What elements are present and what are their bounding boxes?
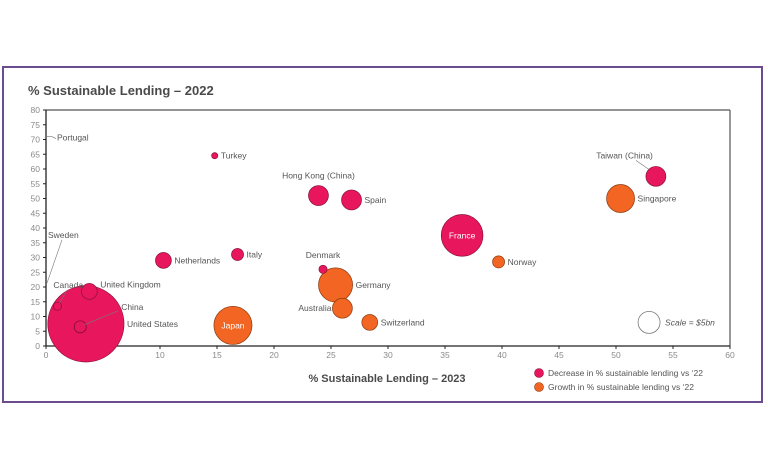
leader-line (84, 310, 119, 326)
x-tick-label: 55 (668, 350, 678, 360)
leader-line (46, 239, 63, 284)
y-tick-label: 10 (31, 312, 41, 322)
x-tick-label: 10 (155, 350, 165, 360)
x-tick-label: 0 (44, 350, 49, 360)
label-taiwan-china: Taiwan (China) (596, 150, 653, 160)
x-tick-label: 25 (326, 350, 336, 360)
bubble-japan (213, 305, 253, 345)
bubbles (47, 152, 667, 363)
x-tick-label: 50 (611, 350, 621, 360)
y-tick-label: 70 (31, 135, 41, 145)
y-tick-label: 40 (31, 223, 41, 233)
label-netherlands: Netherlands (174, 255, 220, 265)
leader-line (46, 136, 57, 139)
label-switzerland: Switzerland (381, 317, 425, 327)
legend-marker-decrease (534, 368, 544, 378)
y-tick-label: 35 (31, 238, 41, 248)
chart-frame (2, 66, 763, 403)
label-germany: Germany (356, 280, 392, 290)
label-australia: Australia (298, 303, 331, 313)
y-tick-label: 0 (35, 341, 40, 351)
x-tick-label: 30 (383, 350, 393, 360)
bubble-switzerland (361, 314, 379, 331)
x-tick-label: 15 (212, 350, 222, 360)
bubble-italy (231, 248, 244, 261)
scale-bubble (637, 310, 661, 334)
y-tick-label: 65 (31, 149, 41, 159)
label-japan: Japan (221, 320, 244, 330)
bubble-netherlands (155, 252, 172, 269)
label-united-kingdom: United Kingdom (100, 279, 160, 289)
leader-line (635, 160, 650, 170)
bubble-canada (52, 301, 62, 311)
chart-title: % Sustainable Lending – 2022 (28, 83, 214, 98)
label-sweden: Sweden (48, 230, 79, 240)
x-tick-label: 60 (725, 350, 735, 360)
label-norway: Norway (508, 257, 538, 267)
label-italy: Italy (247, 250, 263, 260)
bubble-france (440, 214, 484, 257)
bubble-norway (492, 255, 505, 269)
label-china: China (121, 302, 143, 312)
y-tick-label: 30 (31, 253, 41, 263)
bubble-united-kingdom (81, 283, 98, 300)
label-denmark: Denmark (306, 250, 341, 260)
y-tick-label: 20 (31, 282, 41, 292)
label-hong-kong-china: Hong Kong (China) (282, 171, 355, 181)
label-turkey: Turkey (221, 151, 247, 161)
x-tick-label: 35 (440, 350, 450, 360)
leader-line (59, 291, 67, 304)
label-canada: Canada (53, 280, 83, 290)
bubble-labels: Portugal Sweden Canada United States China Un… (46, 133, 677, 330)
label-portugal: Portugal (57, 133, 89, 143)
y-tick-label: 80 (31, 105, 41, 115)
legend: Decrease in % sustainable lending vs ‘22… (534, 368, 703, 392)
label-singapore: Singapore (638, 194, 677, 204)
bubble-taiwan-china (645, 166, 667, 187)
legend-label-decrease: Decrease in % sustainable lending vs ‘22 (548, 368, 703, 378)
y-tick-label: 25 (31, 267, 41, 277)
legend-label-growth: Growth in % sustainable lending vs ‘22 (548, 382, 694, 392)
bubble-australia (332, 297, 353, 319)
x-tick-label: 40 (497, 350, 507, 360)
x-axis-label: % Sustainable Lending – 2023 (308, 373, 465, 385)
bubble-china (73, 320, 87, 334)
label-spain: Spain (364, 195, 386, 205)
scale-note: Scale = $5bn (637, 310, 715, 334)
bubble-spain (341, 189, 362, 211)
y-tick-label: 60 (31, 164, 41, 174)
bubble-turkey (211, 152, 219, 160)
x-tick-label: 45 (554, 350, 564, 360)
y-tick-label: 55 (31, 179, 41, 189)
bubble-denmark (318, 264, 328, 274)
y-tick-label: 75 (31, 120, 41, 130)
axes: 0510152025303540455055606570758005101520… (31, 105, 735, 360)
bubble-singapore (606, 184, 635, 213)
y-tick-label: 5 (35, 326, 40, 336)
bubble-hong-kong-china (308, 185, 329, 206)
y-tick-label: 15 (31, 297, 41, 307)
label-united-states: United States (127, 319, 178, 329)
legend-marker-growth (534, 382, 544, 392)
label-france: France (449, 230, 476, 240)
y-tick-label: 50 (31, 194, 41, 204)
y-tick-label: 45 (31, 208, 41, 218)
scale-label: Scale = $5bn (665, 317, 715, 327)
x-tick-label: 20 (269, 350, 279, 360)
